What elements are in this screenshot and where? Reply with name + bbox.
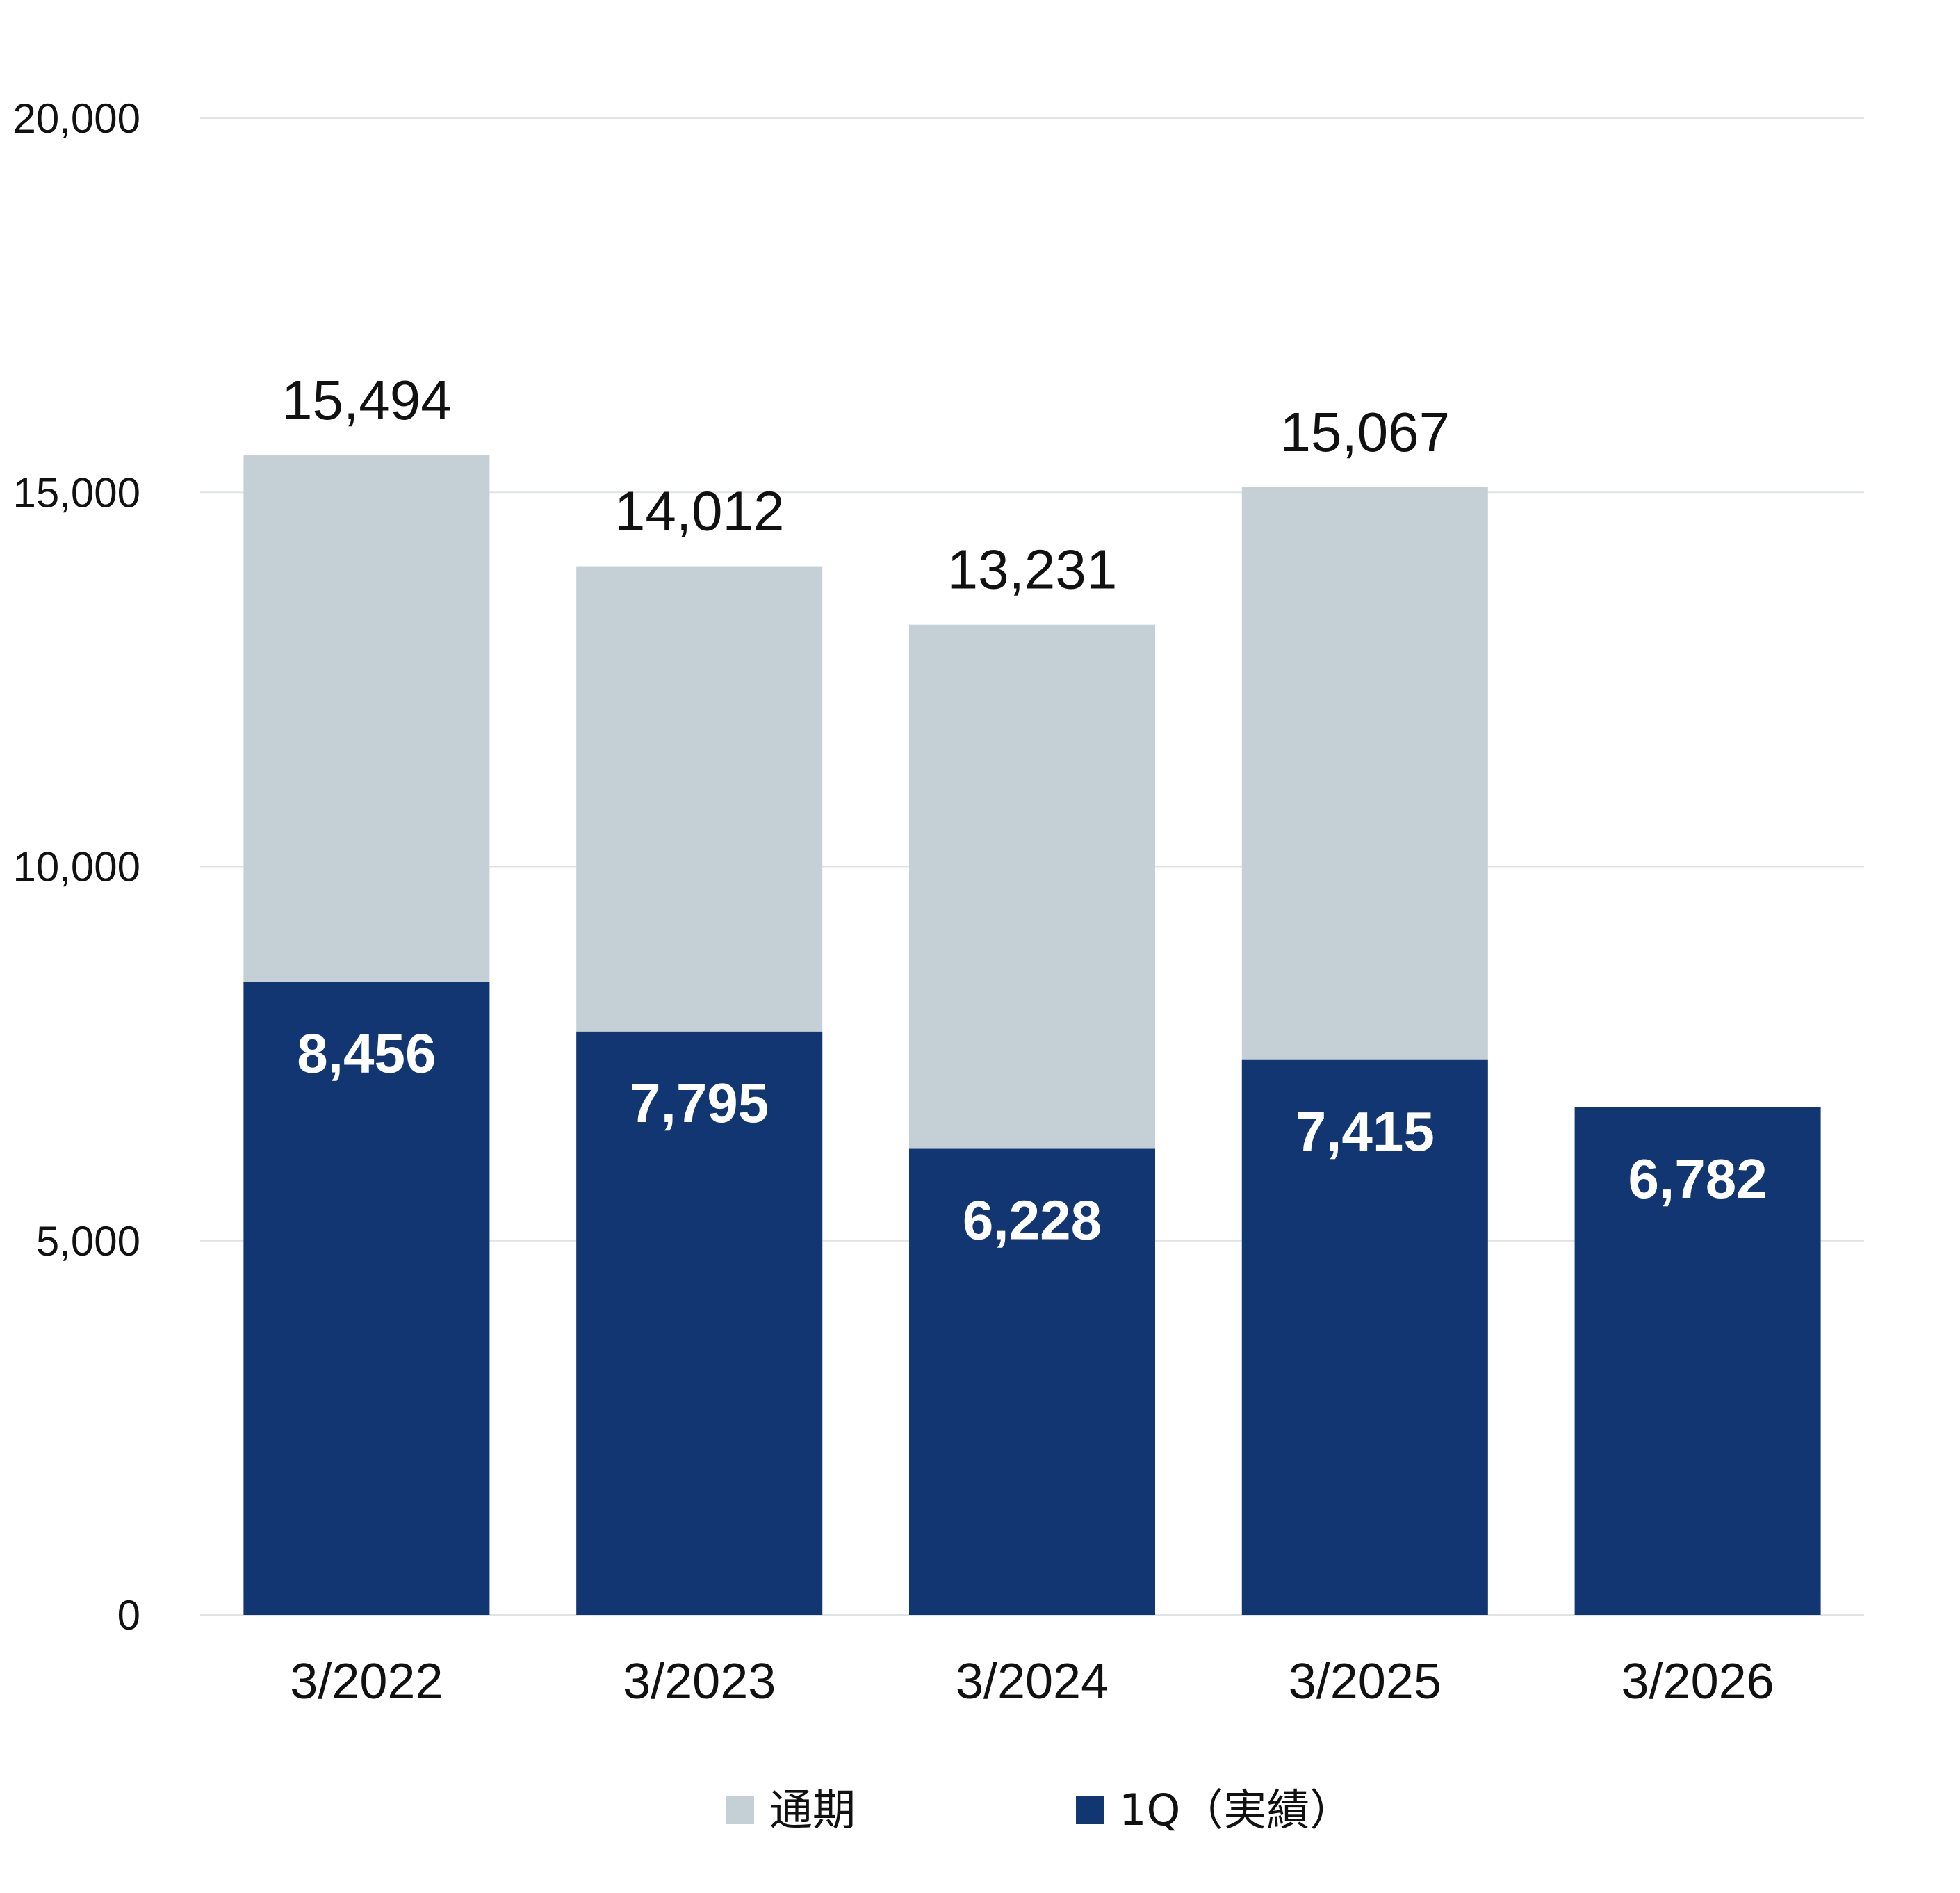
y-tick-label: 20,000 — [13, 95, 140, 142]
full-year-value-label: 15,067 — [1280, 401, 1450, 463]
legend-swatch — [1076, 1796, 1104, 1824]
q1-value-label: 8,456 — [297, 1023, 436, 1084]
legend-label: 1Q（実績） — [1119, 1785, 1353, 1835]
q1-value-label: 7,795 — [630, 1072, 769, 1134]
q1-value-label: 7,415 — [1296, 1100, 1435, 1162]
x-category-label: 3/2022 — [290, 1654, 443, 1709]
full-year-value-label: 13,231 — [947, 539, 1118, 601]
legend-label: 通期 — [769, 1785, 856, 1835]
legend: 通期 1Q（実績） — [726, 1785, 1353, 1835]
q1-value-label: 6,228 — [963, 1189, 1102, 1251]
y-tick-label: 15,000 — [13, 469, 140, 516]
y-tick-label: 5,000 — [36, 1218, 140, 1265]
q1-bar — [576, 1031, 823, 1615]
x-category-label: 3/2025 — [1289, 1654, 1442, 1709]
y-axis-ticks: 0 5,000 10,000 15,000 20,000 — [13, 95, 140, 1639]
q1-bar — [243, 982, 490, 1615]
q1-bar — [1574, 1107, 1821, 1615]
q1-bar — [909, 1148, 1155, 1615]
x-category-label: 3/2024 — [956, 1654, 1109, 1709]
legend-swatch — [726, 1796, 754, 1824]
q1-bar — [1241, 1059, 1488, 1615]
data-labels: 15,494 8,456 14,012 7,795 13,231 6,228 15,067 7… — [281, 369, 1767, 1251]
q1-value-label: 6,782 — [1628, 1148, 1767, 1210]
x-category-label: 3/2023 — [623, 1654, 776, 1709]
bars — [243, 455, 1821, 1616]
full-year-value-label: 14,012 — [614, 480, 785, 542]
x-category-label: 3/2026 — [1621, 1654, 1774, 1709]
full-year-value-label: 15,494 — [281, 369, 452, 431]
x-axis-categories: 3/2022 3/2023 3/2024 3/2025 3/2026 — [290, 1654, 1774, 1709]
y-tick-label: 10,000 — [13, 844, 140, 891]
y-tick-label: 0 — [117, 1592, 140, 1639]
